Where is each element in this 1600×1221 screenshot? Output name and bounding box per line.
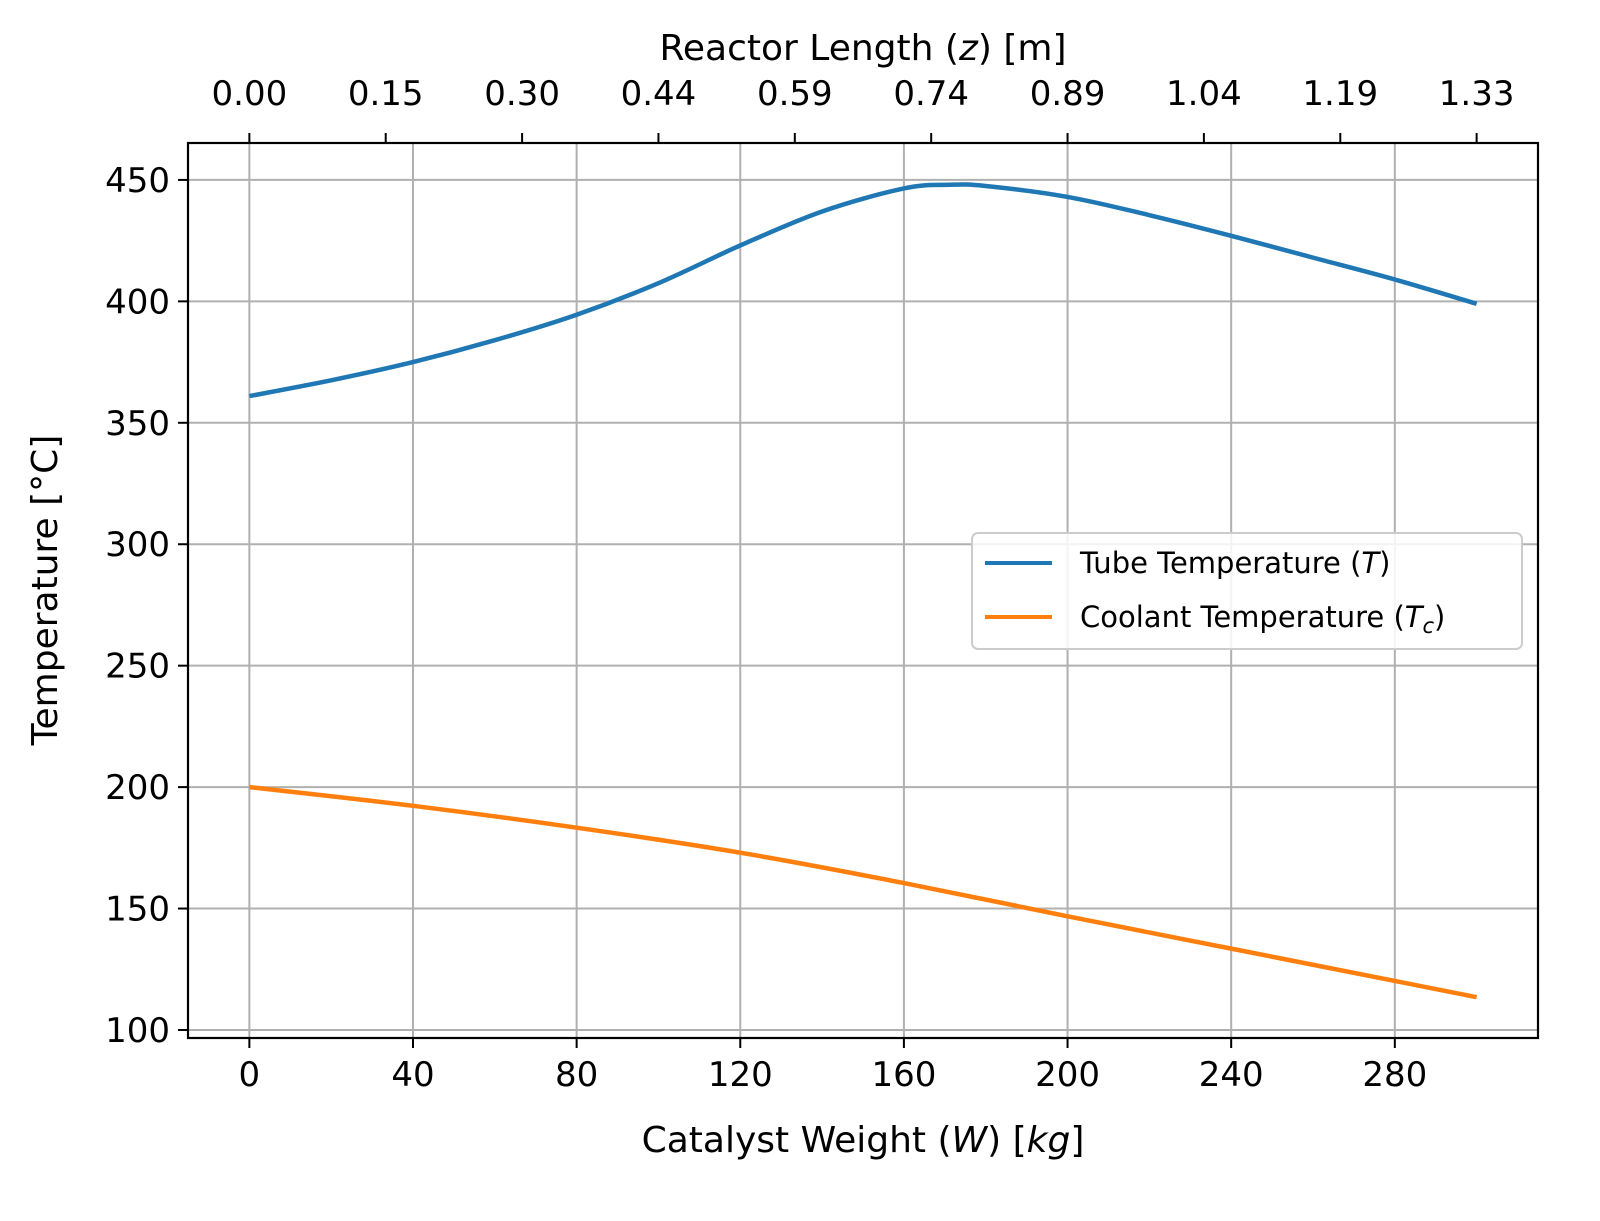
top-x-tick-label: 0.30 bbox=[484, 74, 560, 114]
x-axis-label: Catalyst Weight (W) [kg] bbox=[642, 1120, 1085, 1161]
x-axis: 0 40 80 120 160 200 240 280 bbox=[239, 1038, 1427, 1095]
y-tick-label: 250 bbox=[105, 647, 170, 687]
y-tick-label: 350 bbox=[105, 404, 170, 444]
x-tick-label: 280 bbox=[1362, 1055, 1427, 1095]
plot-frame bbox=[186, 141, 1540, 1040]
top-x-tick-label: 0.44 bbox=[621, 74, 697, 114]
x-tick-label: 80 bbox=[555, 1055, 598, 1095]
x-tick-label: 240 bbox=[1199, 1055, 1264, 1095]
top-x-tick-label: 0.74 bbox=[893, 74, 969, 114]
top-x-tick-label: 1.04 bbox=[1166, 74, 1242, 114]
legend-label-coolant: Coolant Temperature (Tc) bbox=[1080, 600, 1445, 638]
top-x-tick-label: 0.59 bbox=[757, 74, 833, 114]
x-tick-label: 200 bbox=[1035, 1055, 1100, 1095]
legend-frame bbox=[971, 532, 1523, 650]
legend-label-tube: Tube Temperature (T) bbox=[1079, 546, 1390, 580]
coolant-temperature-line bbox=[249, 784, 1478, 1000]
legend: Tube Temperature (T) Coolant Temperature… bbox=[971, 532, 1523, 650]
y-axis: 100 150 200 250 300 350 400 450 bbox=[105, 161, 188, 1051]
top-x-tick-label: 1.19 bbox=[1302, 74, 1378, 114]
top-x-tick-label: 0.15 bbox=[348, 74, 424, 114]
y-tick-label: 150 bbox=[105, 890, 170, 930]
y-tick-label: 400 bbox=[105, 282, 170, 322]
top-x-tick-label: 0.00 bbox=[212, 74, 288, 114]
tube-temperature-line bbox=[248, 182, 1478, 399]
y-tick-label: 300 bbox=[105, 525, 170, 565]
y-tick-label: 100 bbox=[105, 1011, 170, 1051]
series-group bbox=[248, 182, 1478, 1000]
x-tick-label: 40 bbox=[391, 1055, 434, 1095]
top-x-axis-label: Reactor Length (z) [m] bbox=[659, 28, 1066, 69]
top-x-tick-label: 0.89 bbox=[1030, 74, 1106, 114]
x-tick-label: 120 bbox=[708, 1055, 773, 1095]
top-x-tick-label: 1.33 bbox=[1439, 74, 1515, 114]
y-tick-label: 450 bbox=[105, 161, 170, 201]
y-axis-label: Temperature [°C] bbox=[25, 435, 66, 747]
top-x-axis: 0.00 0.15 0.30 0.44 0.59 0.74 0.89 1.04 1.19 1.33 bbox=[212, 74, 1515, 143]
x-tick-label: 0 bbox=[239, 1055, 261, 1095]
y-tick-label: 200 bbox=[105, 768, 170, 808]
x-tick-label: 160 bbox=[871, 1055, 936, 1095]
